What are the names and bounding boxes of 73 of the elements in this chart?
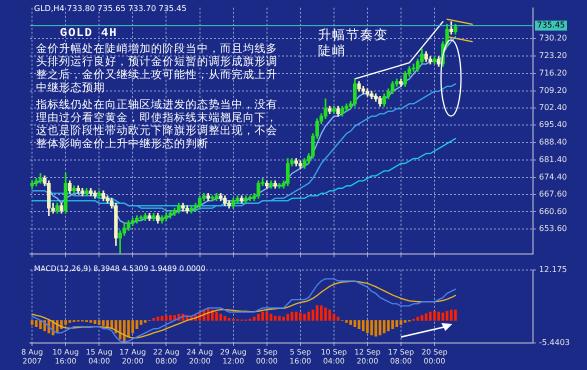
bar xyxy=(215,312,218,321)
y-tick-label: 660.60 xyxy=(539,206,567,216)
bar xyxy=(450,310,453,321)
y-tick-label: 688.40 xyxy=(539,138,567,147)
bar xyxy=(404,320,406,323)
bar xyxy=(169,315,172,321)
bar xyxy=(290,312,294,321)
bar xyxy=(106,320,109,327)
bar xyxy=(336,316,340,321)
annotation: 指标线仍处在向正轴区域进发的态势当中，没有理由过分看空黄金，即使指标线末端翘尾向下，这也是阶段性带动欧元下降旗形调整出现，不会整体影响金价上升中继形态的判断 xyxy=(36,98,278,150)
bar xyxy=(68,320,72,323)
bar xyxy=(345,320,348,323)
bar xyxy=(131,320,134,334)
bar xyxy=(94,320,96,324)
y-tick-label: 681.40 xyxy=(539,155,567,164)
bar xyxy=(349,320,352,325)
bar xyxy=(30,320,34,325)
bar xyxy=(374,320,378,337)
bar xyxy=(378,320,382,336)
bar xyxy=(299,312,302,321)
bar xyxy=(140,320,142,325)
bar xyxy=(252,316,256,321)
bar xyxy=(156,316,160,321)
bar xyxy=(34,320,38,327)
bar xyxy=(127,320,130,338)
y-tick-label: 667.60 xyxy=(539,189,567,198)
y-tick-label: -5.4403 xyxy=(539,338,570,348)
bar xyxy=(136,320,138,330)
y-tick-label: 695.40 xyxy=(539,120,567,130)
bar xyxy=(303,314,306,321)
bar xyxy=(370,320,373,336)
bar xyxy=(442,312,444,321)
bar xyxy=(395,320,398,327)
bar xyxy=(316,305,318,321)
y-tick-label: 716.20 xyxy=(539,68,567,78)
bar xyxy=(98,320,100,325)
y-tick-label: 653.60 xyxy=(539,224,567,234)
y-tick-label: 723.20 xyxy=(539,51,567,60)
bar xyxy=(420,315,424,321)
bar xyxy=(102,320,105,326)
y-tick-label: 709.20 xyxy=(539,86,567,95)
bar xyxy=(433,310,436,321)
bar xyxy=(320,306,323,321)
y-tick-label: 12.175 xyxy=(539,264,567,274)
bar xyxy=(144,320,147,323)
bar xyxy=(382,320,386,334)
bar xyxy=(391,320,394,330)
bar xyxy=(282,316,285,321)
ref-line-label: 735.45 xyxy=(537,20,565,30)
text: GOLD 4H xyxy=(60,26,118,41)
bar xyxy=(324,308,327,321)
annotation: 升幅节奏变陡峭 xyxy=(318,28,389,60)
y-tick-label: 674.40 xyxy=(539,172,567,182)
bar xyxy=(454,310,457,321)
bar xyxy=(270,314,272,321)
y-tick-label: 730.20 xyxy=(539,34,567,43)
bar xyxy=(400,320,402,325)
bar xyxy=(354,320,356,327)
bar xyxy=(366,320,369,334)
bar xyxy=(257,314,260,321)
chart-subtitle: GLD,H4 733.80 735.65 733.70 735.45 xyxy=(34,3,187,14)
bar xyxy=(362,320,365,332)
bar xyxy=(358,320,360,330)
bar xyxy=(416,316,420,321)
annotation: 金价升幅处在陡峭增加的阶段当中，而且均线多头排列运行良好，预计金价短暂的调形成旗形调整之后，金价又继续上攻可能性，从而完成上升中继形态预期 xyxy=(36,42,278,94)
bar xyxy=(89,320,92,323)
bar xyxy=(328,310,332,321)
bar xyxy=(387,320,390,332)
bar xyxy=(64,320,67,325)
bar xyxy=(160,316,164,321)
y-tick-label: 702.40 xyxy=(539,102,567,112)
bar xyxy=(446,310,448,321)
bar xyxy=(424,313,428,321)
